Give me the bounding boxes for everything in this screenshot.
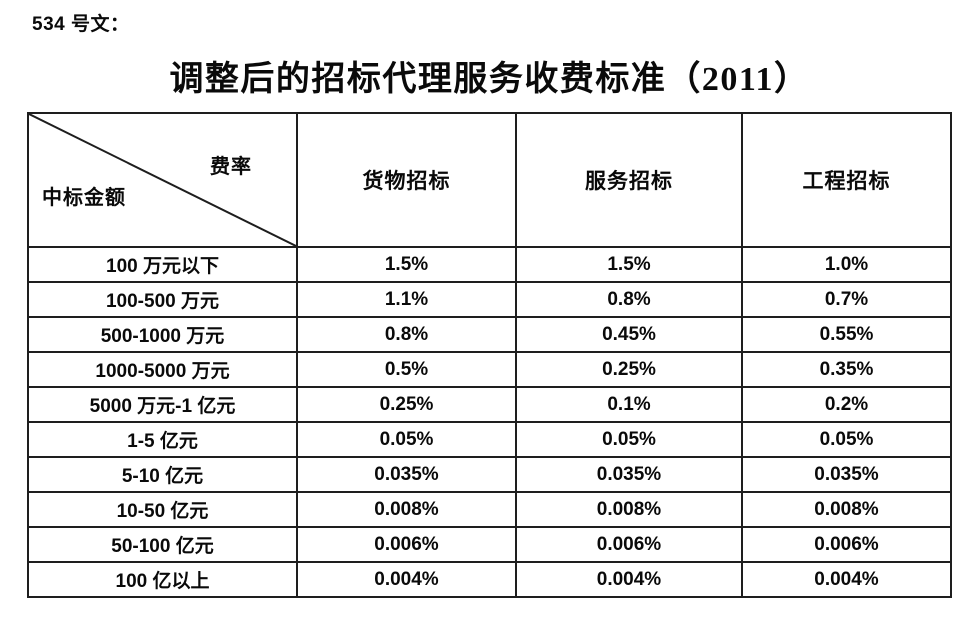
- rate-cell-goods: 0.05%: [296, 421, 517, 458]
- column-header-service: 服务招标: [515, 112, 743, 248]
- fee-rate-table: 费率 中标金额 货物招标 服务招标 工程招标 100 万元以下 1.5% 1.5…: [27, 112, 952, 598]
- table-row: 100 万元以下 1.5% 1.5% 1.0%: [27, 246, 952, 283]
- rate-cell-goods: 0.004%: [296, 561, 517, 598]
- amount-cell: 5-10 亿元: [27, 456, 298, 493]
- rate-cell-service: 0.45%: [515, 316, 743, 353]
- amount-cell: 50-100 亿元: [27, 526, 298, 563]
- table-row: 50-100 亿元 0.006% 0.006% 0.006%: [27, 526, 952, 563]
- corner-label-amount: 中标金额: [42, 187, 126, 209]
- rate-cell-service: 0.1%: [515, 386, 743, 423]
- table-row: 1000-5000 万元 0.5% 0.25% 0.35%: [27, 351, 952, 388]
- table-row: 100-500 万元 1.1% 0.8% 0.7%: [27, 281, 952, 318]
- table-row: 100 亿以上 0.004% 0.004% 0.004%: [27, 561, 952, 598]
- rate-cell-engineering: 0.008%: [741, 491, 952, 528]
- rate-cell-service: 0.8%: [515, 281, 743, 318]
- rate-cell-engineering: 0.7%: [741, 281, 952, 318]
- rate-cell-engineering: 0.55%: [741, 316, 952, 353]
- rate-cell-service: 0.035%: [515, 456, 743, 493]
- rate-cell-engineering: 0.35%: [741, 351, 952, 388]
- rate-cell-service: 0.006%: [515, 526, 743, 563]
- table-row: 500-1000 万元 0.8% 0.45% 0.55%: [27, 316, 952, 353]
- rate-cell-goods: 1.5%: [296, 246, 517, 283]
- rate-cell-goods: 0.035%: [296, 456, 517, 493]
- rate-cell-goods: 1.1%: [296, 281, 517, 318]
- amount-cell: 5000 万元-1 亿元: [27, 386, 298, 423]
- rate-cell-service: 0.25%: [515, 351, 743, 388]
- rate-cell-goods: 0.008%: [296, 491, 517, 528]
- rate-cell-service: 0.004%: [515, 561, 743, 598]
- header-row: 费率 中标金额 货物招标 服务招标 工程招标: [27, 112, 952, 248]
- table-row: 1-5 亿元 0.05% 0.05% 0.05%: [27, 421, 952, 458]
- column-header-engineering: 工程招标: [741, 112, 952, 248]
- doc-number-label: 534 号文：: [32, 14, 130, 35]
- page-title: 调整后的招标代理服务收费标准（2011）: [169, 61, 810, 98]
- corner-label-rate: 费率: [210, 156, 252, 178]
- rate-cell-engineering: 0.035%: [741, 456, 952, 493]
- amount-cell: 1-5 亿元: [27, 421, 298, 458]
- rate-cell-goods: 0.8%: [296, 316, 517, 353]
- amount-cell: 1000-5000 万元: [27, 351, 298, 388]
- column-header-goods: 货物招标: [296, 112, 517, 248]
- rate-cell-engineering: 0.2%: [741, 386, 952, 423]
- amount-cell: 500-1000 万元: [27, 316, 298, 353]
- diagonal-divider: [29, 114, 296, 246]
- table-row: 5-10 亿元 0.035% 0.035% 0.035%: [27, 456, 952, 493]
- table-row: 5000 万元-1 亿元 0.25% 0.1% 0.2%: [27, 386, 952, 423]
- table-row: 10-50 亿元 0.008% 0.008% 0.008%: [27, 491, 952, 528]
- rate-cell-goods: 0.25%: [296, 386, 517, 423]
- rate-cell-engineering: 0.05%: [741, 421, 952, 458]
- rate-cell-engineering: 0.006%: [741, 526, 952, 563]
- rate-cell-engineering: 1.0%: [741, 246, 952, 283]
- rate-cell-service: 0.008%: [515, 491, 743, 528]
- rate-cell-engineering: 0.004%: [741, 561, 952, 598]
- amount-cell: 100 万元以下: [27, 246, 298, 283]
- rate-cell-service: 0.05%: [515, 421, 743, 458]
- rate-cell-goods: 0.5%: [296, 351, 517, 388]
- amount-cell: 100 亿以上: [27, 561, 298, 598]
- rate-cell-service: 1.5%: [515, 246, 743, 283]
- amount-cell: 100-500 万元: [27, 281, 298, 318]
- amount-cell: 10-50 亿元: [27, 491, 298, 528]
- corner-header-cell: 费率 中标金额: [27, 112, 298, 248]
- rate-cell-goods: 0.006%: [296, 526, 517, 563]
